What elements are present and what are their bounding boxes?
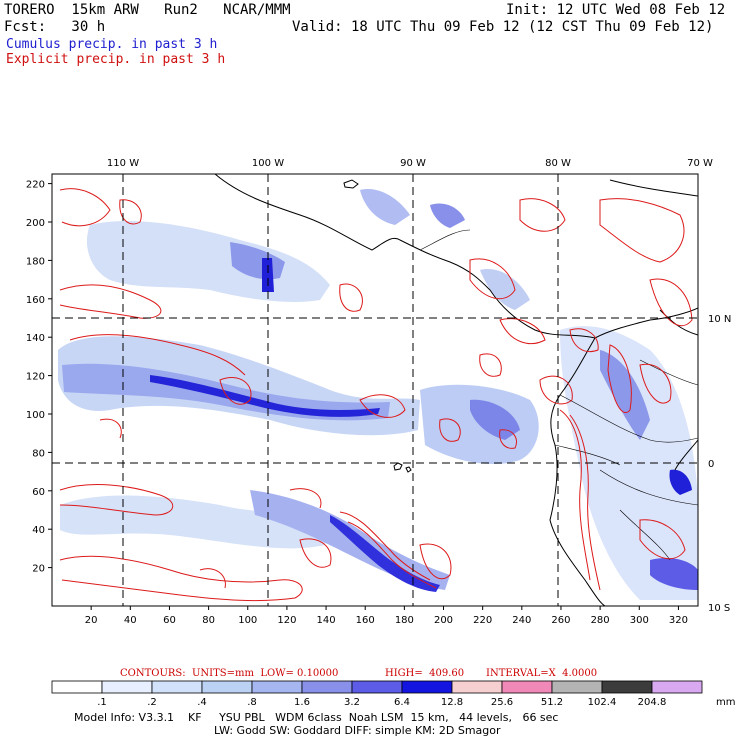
x-tick-label-300: 300 — [630, 615, 649, 626]
x-tick-label-220: 220 — [473, 615, 492, 626]
x-tick-label-20: 20 — [85, 615, 98, 626]
lat-label-10n: 10 N — [708, 314, 731, 325]
y-tick-label-20: 20 — [32, 564, 45, 575]
contours-high: HIGH= 409.60 — [385, 668, 465, 679]
colorbar — [51, 680, 703, 694]
colorbar-label-7: 12.8 — [440, 697, 464, 708]
legend-cumulus: Cumulus precip. in past 3 h — [6, 37, 218, 52]
x-tick-label-140: 140 — [317, 615, 336, 626]
lon-labels: 110 W 100 W 90 W 80 W 70 W — [107, 158, 713, 169]
colorbar-box-6 — [351, 680, 403, 694]
lon-label-80w: 80 W — [545, 158, 571, 169]
colorbar-box-3 — [201, 680, 253, 694]
lon-label-70w: 70 W — [687, 158, 713, 169]
x-tick-label-100: 100 — [238, 615, 257, 626]
lon-label-90w: 90 W — [400, 158, 426, 169]
x-tick-label-240: 240 — [512, 615, 531, 626]
y-tick-labels: 20 40 60 80 100 120 140 160 180 200 220 — [26, 180, 45, 575]
model-info-line2: LW: Godd SW: Goddard DIFF: simple KM: 2D… — [214, 724, 501, 737]
x-tick-labels: 20 40 60 80 100 120 140 160 180 200 220 240 260 280 30… — [85, 615, 688, 626]
colorbar-label-0: .1 — [97, 697, 107, 708]
forecast-hour: Fcst: 30 h — [4, 19, 106, 35]
colorbar-label-5: 3.2 — [344, 697, 360, 708]
colorbar-box-10 — [551, 680, 603, 694]
lon-label-110w: 110 W — [107, 158, 139, 169]
colorbar-box-1 — [101, 680, 153, 694]
colorbar-box-9 — [501, 680, 553, 694]
y-tick-label-140: 140 — [26, 333, 45, 344]
x-tick-label-80: 80 — [202, 615, 215, 626]
colorbar-label-10: 102.4 — [587, 697, 617, 708]
lat-lon-grid — [52, 174, 698, 606]
colorbar-box-12 — [651, 680, 703, 694]
x-tick-label-180: 180 — [395, 615, 414, 626]
coastlines — [214, 174, 698, 606]
colorbar-box-0 — [51, 680, 103, 694]
y-tick-label-100: 100 — [26, 410, 45, 421]
colorbar-box-4 — [251, 680, 303, 694]
y-tick-label-160: 160 — [26, 295, 45, 306]
legend-explicit: Explicit precip. in past 3 h — [6, 52, 226, 67]
colorbar-box-7 — [401, 680, 453, 694]
colorbar-box-2 — [151, 680, 203, 694]
country-borders — [419, 229, 698, 561]
colorbar-label-9: 51.2 — [540, 697, 564, 708]
colorbar-label-6: 6.4 — [394, 697, 410, 708]
x-tick-label-160: 160 — [356, 615, 375, 626]
x-tick-label-40: 40 — [124, 615, 137, 626]
map-frame — [51, 173, 699, 607]
colorbar-box-5 — [301, 680, 353, 694]
y-tick-label-120: 120 — [26, 372, 45, 383]
colorbar-box-11 — [601, 680, 653, 694]
colorbar-box-8 — [451, 680, 503, 694]
y-tick-label-220: 220 — [26, 180, 45, 191]
y-tick-label-80: 80 — [32, 448, 45, 459]
valid-time: Valid: 18 UTC Thu 09 Feb 12 (12 CST Thu … — [292, 19, 714, 35]
model-title: TORERO 15km ARW Run2 NCAR/MMM — [4, 2, 291, 18]
init-time: Init: 12 UTC Wed 08 Feb 12 — [506, 2, 726, 18]
model-info-line1: Model Info: V3.3.1 KF YSU PBL WDM 6class… — [74, 711, 559, 724]
x-tick-marks — [90, 606, 679, 610]
contours-units: CONTOURS: UNITS=mm LOW= 0.10000 — [120, 668, 339, 679]
y-tick-marks — [48, 183, 52, 569]
colorbar-label-3: .8 — [247, 697, 257, 708]
colorbar-unit: mm — [716, 697, 736, 708]
lat-label-0: 0 — [708, 459, 714, 470]
lat-labels: 10 N 0 10 S — [708, 314, 731, 614]
x-tick-label-320: 320 — [669, 615, 688, 626]
contours-interval: INTERVAL=X 4.0000 — [486, 668, 598, 679]
x-tick-label-120: 120 — [277, 615, 296, 626]
x-tick-label-200: 200 — [434, 615, 453, 626]
colorbar-label-8: 25.6 — [490, 697, 514, 708]
y-tick-label-180: 180 — [26, 256, 45, 267]
x-tick-label-280: 280 — [591, 615, 610, 626]
colorbar-label-1: .2 — [147, 697, 157, 708]
explicit-precip-contours — [59, 188, 693, 602]
y-tick-label-60: 60 — [32, 487, 45, 498]
x-tick-label-60: 60 — [163, 615, 176, 626]
x-tick-label-260: 260 — [551, 615, 570, 626]
lon-label-100w: 100 W — [252, 158, 284, 169]
y-tick-label-200: 200 — [26, 218, 45, 229]
colorbar-label-2: .4 — [197, 697, 207, 708]
colorbar-label-11: 204.8 — [637, 697, 667, 708]
colorbar-label-4: 1.6 — [294, 697, 310, 708]
lat-label-10s: 10 S — [708, 603, 730, 614]
y-tick-label-40: 40 — [32, 525, 45, 536]
